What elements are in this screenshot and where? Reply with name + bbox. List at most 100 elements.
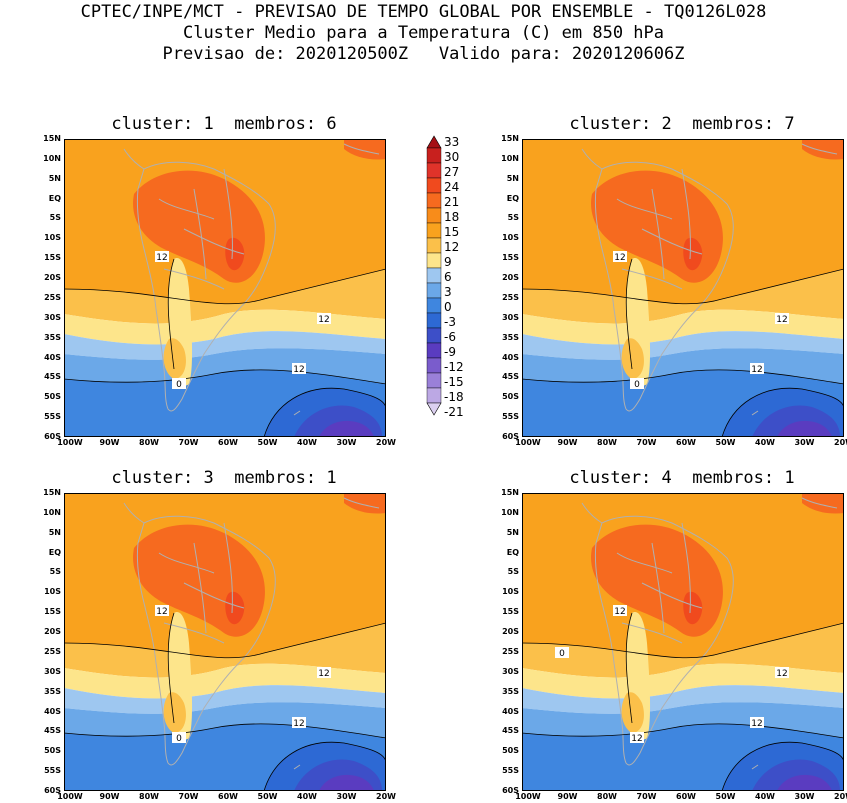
panel-4-title: cluster: 4 membros: 1 [569,468,795,488]
longitude-tick-label: 50W [715,438,736,447]
country-border [293,410,301,416]
country-border [801,143,838,155]
isotherm-contour [721,387,844,437]
main-title-line3: Previsao de: 2020120500Z Valido para: 20… [162,44,685,64]
contour-label: 12 [614,607,625,617]
latitude-tick-label: 40S [44,352,61,362]
contour-label: 0 [559,649,565,659]
contour-label: 12 [751,365,762,375]
latitude-tick-label: 15S [44,607,61,617]
band-9-12 [64,309,386,345]
isotherm-contour [64,268,386,305]
longitude-tick-label: 90W [557,792,578,801]
isotherm-contour [522,723,844,739]
colorbar-level-label: -15 [444,375,464,389]
longitude-tick-label: 60W [676,792,696,801]
country-border [123,502,145,524]
band-minus-9 [777,420,832,437]
country-border [163,268,225,290]
contour-label-bg [172,732,186,743]
contour-label: 12 [614,253,625,263]
longitude-tick-label: 40W [297,438,317,447]
longitude-tick-label: 80W [597,792,617,801]
latitude-tick-label: 10N [43,153,61,163]
latitude-tick-label: 35S [502,686,519,696]
country-border [193,542,207,634]
country-border [581,502,603,524]
top-right-hot-patch [802,139,844,160]
colorbar-swatch [426,327,442,344]
longitude-tick-label: 30W [794,438,815,447]
latitude-tick-label: 10S [44,587,61,597]
longitude-tick-label: 60W [218,438,238,447]
latitude-tick-label: 40S [502,352,519,362]
longitude-tick-label: 100W [57,438,83,447]
band-9-12 [64,663,386,699]
country-border [641,582,703,609]
map-canvas-3: 12 12 12 0 [64,493,386,791]
longitude-tick-label: 90W [99,792,120,801]
patagonia-warm-patch [163,338,186,379]
longitude-tick-label: 50W [715,792,736,801]
latitude-tick-label: 5S [49,213,61,223]
country-border [616,198,673,220]
latitude-tick-label: 5N [48,173,61,183]
latitude-tick-label: 55S [502,766,519,776]
country-border [651,542,665,634]
colorbar-level-label: -9 [444,345,456,359]
band-minus-9 [319,774,374,791]
country-border [801,497,838,509]
latitude-tick-label: 60S [502,432,519,441]
band-3-6 [64,348,386,384]
colorbar-swatches [426,135,442,416]
band-6-9 [522,331,844,360]
colorbar-level-label: 15 [444,225,460,239]
latitude-tick-label: 10N [501,507,519,517]
colorbar-swatch [426,342,442,359]
temperature-map-cluster-3: 12 12 12 0 [64,493,386,791]
colorbar-level-label: 12 [444,240,460,254]
latitude-tick-label: 50S [44,392,61,402]
temperature-map-cluster-4: 12 12 12 12 0 [522,493,844,791]
latitude-tick-label: 15S [44,253,61,263]
contour-label-bg [613,251,627,262]
contour-label-bg [155,251,169,262]
longitude-tick-label: 20W [376,438,396,447]
latitude-tick-label: 15S [502,253,519,263]
country-border [681,168,691,260]
temperature-map-cluster-1: 12 12 12 0 [64,139,386,437]
colorbar-swatch [426,312,442,329]
isotherm-contour [263,741,386,791]
isotherm-contour [167,258,175,370]
longitude-tick-label: 40W [755,438,775,447]
colorbar-swatch [426,372,442,389]
isotherm-contour [522,268,844,305]
latitude-tick-label: 60S [44,786,61,795]
latitude-tick-label: 25S [502,292,519,302]
isotherm-contour [522,369,844,385]
contour-label-bg [155,605,169,616]
band-3-6 [64,702,386,738]
map-canvas-4: 12 12 12 12 0 [522,493,844,791]
patagonia-warm-patch [621,338,644,379]
longitude-tick-label: 70W [636,438,657,447]
latitude-tick-label: 5S [507,567,519,577]
band-3-6 [522,702,844,738]
contour-label: 12 [751,719,762,729]
band-6-9 [522,685,844,714]
band-minus-9 [777,774,832,791]
colorbar-swatch [426,207,442,224]
latitude-tick-label: EQ [48,193,61,203]
contour-label-bg [172,378,186,389]
longitude-tick-label: 70W [178,438,199,447]
country-border [136,161,276,412]
tropical-hottest-core [683,591,703,625]
contour-label: 12 [293,719,304,729]
latitude-tick-label: 15N [501,134,519,143]
latitude-tick-label: 30S [44,312,61,322]
colorbar-level-label: -3 [444,315,456,329]
isotherm-contour [522,622,844,659]
contour-label-bg [775,313,789,324]
colorbar-level-label: 24 [444,180,460,194]
latitude-tick-label: 40S [502,706,519,716]
